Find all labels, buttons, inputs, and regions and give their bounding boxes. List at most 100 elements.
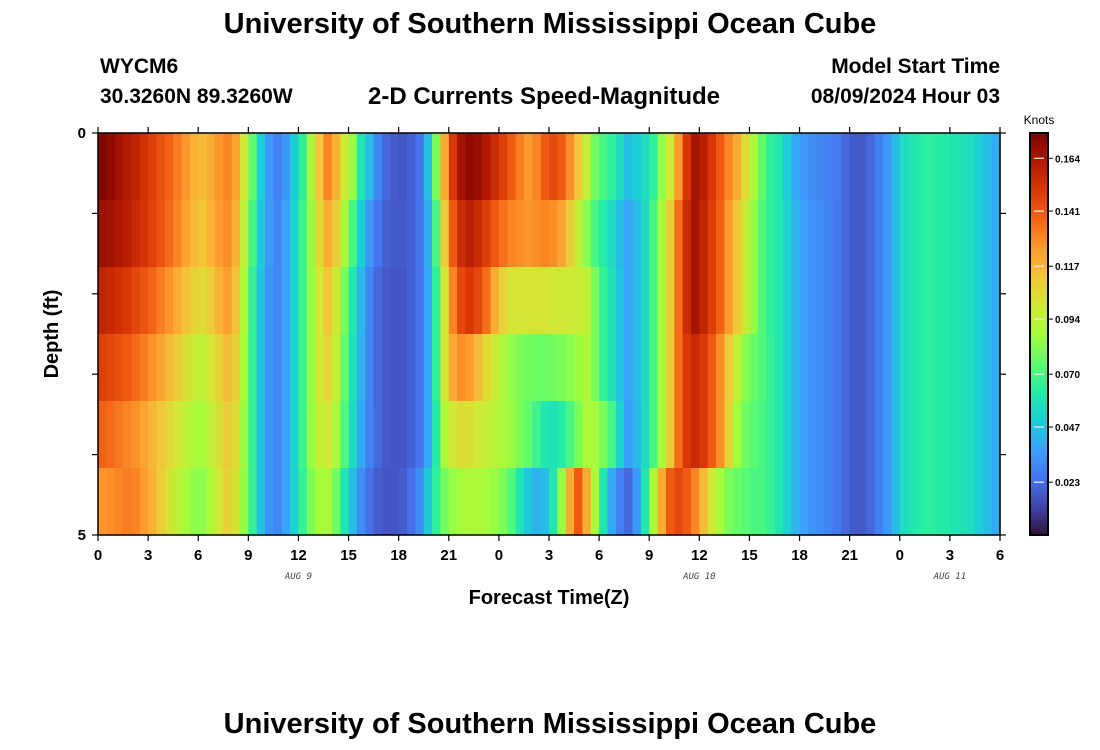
heatmap-cell	[206, 401, 216, 469]
heatmap-cell	[265, 468, 274, 536]
heatmap-cell	[974, 468, 984, 536]
heatmap-cell	[515, 334, 525, 402]
heatmap-cell	[131, 200, 141, 268]
heatmap-cell	[615, 334, 625, 402]
heatmap-cell	[348, 468, 358, 536]
heatmap-cell	[883, 267, 893, 335]
heatmap-cell	[298, 133, 308, 201]
heatmap-cell	[699, 267, 709, 335]
heatmap-cell	[824, 200, 834, 268]
heatmap-cell	[331, 200, 341, 268]
heatmap-cell	[298, 468, 308, 536]
heatmap-cell	[482, 133, 492, 201]
heatmap-cell	[807, 200, 817, 268]
heatmap-cell	[265, 401, 274, 469]
heatmap-cell	[223, 468, 233, 536]
x-tick-label: 6	[996, 547, 1004, 564]
heatmap-cell	[507, 200, 517, 268]
heatmap-cell	[724, 133, 734, 201]
heatmap-cell	[849, 401, 859, 469]
heatmap-cell	[373, 200, 383, 268]
heatmap-cell	[290, 267, 300, 335]
heatmap-cell	[824, 468, 834, 536]
heatmap-cell	[323, 401, 333, 469]
heatmap-cell	[231, 267, 241, 335]
heatmap-cell	[807, 468, 817, 536]
heatmap-cell	[131, 133, 141, 201]
heatmap-cell	[348, 401, 358, 469]
heatmap-cell	[849, 267, 859, 335]
heatmap-cell	[440, 468, 450, 536]
heatmap-cell	[156, 133, 166, 201]
heatmap-cell	[465, 133, 475, 201]
heatmap-cell	[390, 334, 400, 402]
heatmap-cell	[749, 334, 759, 402]
heatmap-cell	[340, 267, 350, 335]
heatmap-cell	[407, 267, 416, 335]
heatmap-cell	[381, 200, 391, 268]
heatmap-cell	[924, 468, 934, 536]
heatmap-cell	[498, 200, 508, 268]
heatmap-cell	[582, 267, 592, 335]
heatmap-cell	[549, 133, 558, 201]
heatmap-cell	[164, 133, 174, 201]
heatmap-cell	[916, 401, 926, 469]
heatmap-cell	[181, 200, 191, 268]
heatmap-cell	[340, 200, 350, 268]
x-tick-label: 18	[390, 547, 407, 564]
heatmap-cell	[239, 401, 249, 469]
heatmap-cell	[549, 401, 558, 469]
heatmap-cell	[306, 200, 316, 268]
heatmap-cell	[206, 468, 216, 536]
heatmap-cell	[615, 133, 625, 201]
heatmap-cell	[273, 200, 283, 268]
heatmap-cell	[423, 401, 433, 469]
heatmap-cell	[565, 468, 575, 536]
heatmap-cell	[690, 267, 700, 335]
heatmap-cell	[924, 133, 934, 201]
heatmap-cell	[749, 200, 759, 268]
heatmap-cell	[356, 200, 366, 268]
heatmap-cell	[448, 334, 458, 402]
heatmap-cell	[565, 267, 575, 335]
heatmap-cell	[908, 468, 918, 536]
heatmap-cells	[98, 133, 1001, 536]
x-tick-label: 12	[290, 547, 307, 564]
heatmap-cell	[983, 200, 993, 268]
heatmap-cell	[899, 401, 909, 469]
heatmap-cell	[457, 267, 467, 335]
heatmap-cell	[883, 334, 893, 402]
x-tick-label: 18	[791, 547, 808, 564]
heatmap-cell	[214, 133, 224, 201]
heatmap-cell	[407, 468, 416, 536]
heatmap-cell	[749, 133, 759, 201]
heatmap-cell	[123, 200, 133, 268]
heatmap-cell	[949, 468, 959, 536]
heatmap-cell	[749, 468, 759, 536]
heatmap-cell	[365, 401, 375, 469]
heatmap-cell	[574, 401, 584, 469]
heatmap-cell	[331, 334, 341, 402]
heatmap-cell	[323, 200, 333, 268]
heatmap-cell	[523, 200, 533, 268]
heatmap-cell	[674, 267, 684, 335]
heatmap-cell	[482, 267, 492, 335]
heatmap-cell	[899, 133, 909, 201]
heatmap-cell	[858, 200, 867, 268]
heatmap-cell	[340, 334, 350, 402]
heatmap-cell	[599, 468, 609, 536]
heatmap-cell	[816, 401, 826, 469]
heatmap-cell	[223, 200, 233, 268]
page-title: University of Southern Mississippi Ocean…	[223, 8, 877, 40]
heatmap-cell	[974, 267, 984, 335]
heatmap-cell	[657, 267, 667, 335]
heatmap-cell	[933, 133, 943, 201]
heatmap-cell	[866, 200, 876, 268]
heatmap-cell	[256, 133, 266, 201]
heatmap-cell	[457, 334, 467, 402]
heatmap-cell	[490, 200, 500, 268]
heatmap-cell	[607, 334, 617, 402]
heatmap-cell	[373, 267, 383, 335]
heatmap-cell	[432, 468, 442, 536]
heatmap-cell	[440, 334, 450, 402]
